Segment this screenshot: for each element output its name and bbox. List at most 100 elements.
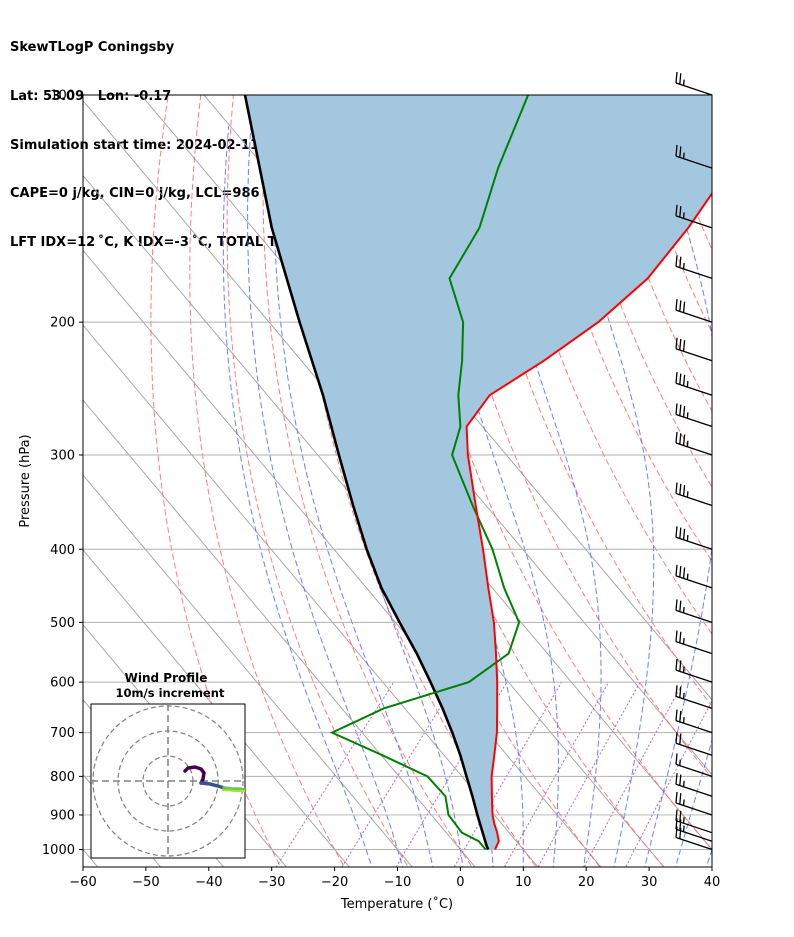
wind-barb: [675, 564, 713, 589]
wind-barbs: [675, 71, 713, 851]
barb-flag: [682, 374, 686, 386]
x-axis: −60 −50 −40 −30 −20 −10 0 10 20 30 40: [69, 867, 720, 890]
barb-staff: [675, 802, 713, 816]
hodograph-lower: [222, 786, 245, 792]
barb-flag: [675, 809, 678, 821]
wind-barb: [675, 526, 713, 550]
hodograph-mid: [199, 781, 226, 790]
inset-subtitle: 10m/s increment: [116, 686, 225, 700]
barb-staff: [675, 348, 713, 362]
barb-staff: [675, 265, 713, 279]
cape-cin-area: [245, 95, 712, 850]
barb-staff: [675, 609, 713, 623]
dry-adiabat: [262, 95, 473, 867]
barb-flag: [675, 482, 678, 494]
y-tick-label: 1000: [42, 843, 75, 858]
barb-flag: [679, 793, 682, 805]
barb-half: [686, 534, 689, 542]
barb-flag: [675, 685, 678, 697]
barb-flag: [679, 404, 682, 416]
y-tick-label: 500: [50, 616, 75, 631]
hodograph-upper: [183, 765, 206, 785]
hodograph-surface: [221, 789, 245, 792]
barb-flag: [679, 146, 682, 158]
barb-staff: [675, 783, 713, 797]
barb-flag: [679, 686, 682, 698]
wind-barb: [675, 685, 713, 709]
wind-barb: [675, 337, 713, 362]
dry-adiabat: [226, 95, 409, 867]
barb-flag: [682, 340, 686, 352]
wind-barb: [675, 482, 713, 507]
barb-flag: [679, 527, 682, 539]
barb-half: [682, 638, 685, 645]
barb-flag: [679, 660, 682, 672]
barb-flag: [679, 827, 682, 839]
location-line: Lat: 53.09 Lon: -0.17: [10, 89, 172, 105]
barb-flag: [675, 299, 678, 311]
barb-flag: [675, 773, 678, 785]
barb-half: [682, 692, 685, 699]
wind-barb: [675, 732, 713, 756]
barb-flag: [675, 403, 678, 415]
barb-half: [686, 573, 689, 580]
barb-staff: [675, 413, 713, 428]
barb-flag: [675, 709, 678, 721]
x-tick-label: −10: [384, 875, 411, 890]
wind-barb: [675, 255, 713, 279]
barb-flag: [675, 630, 678, 642]
y-tick-label: 600: [50, 676, 75, 691]
moist-adiabat: [222, 126, 373, 867]
y-tick-label: 800: [50, 770, 75, 785]
wind-barb: [675, 145, 713, 169]
moist-adiabat: [644, 126, 712, 867]
dry-adiabat: [755, 95, 794, 881]
moist-adiabat: [302, 126, 464, 867]
barb-half: [682, 799, 685, 806]
barb-flag: [675, 204, 678, 216]
y-axis: 1000 900 800 700 600 500 400 300 200 100: [42, 89, 83, 858]
x-tick-label: 40: [704, 875, 721, 890]
barb-half: [686, 440, 689, 447]
barb-flag: [675, 659, 678, 671]
barb-flag: [679, 566, 682, 578]
barb-half: [682, 780, 685, 787]
barb-flag: [679, 483, 682, 495]
chart-title: SkewTLogP Coningsby: [10, 40, 175, 56]
barb-staff: [675, 82, 713, 96]
wind-barb: [675, 630, 713, 655]
barb-flag: [675, 791, 678, 804]
barb-flag: [675, 753, 678, 765]
isotherm: [83, 474, 413, 867]
moist-adiabat: [247, 126, 404, 867]
x-tick-label: −40: [195, 875, 222, 890]
moist-adiabat: [705, 847, 712, 867]
y-tick-label: 400: [50, 543, 75, 558]
wind-barb: [675, 809, 713, 834]
wind-profile-inset: Wind Profile 10m/s increment: [90, 671, 246, 859]
isotherm: [83, 399, 476, 867]
barb-flag: [675, 526, 678, 538]
barb-flag: [675, 372, 678, 384]
moist-adiabat: [556, 126, 655, 867]
wind-barb: [675, 403, 713, 428]
barb-flag: [679, 600, 682, 612]
barb-flag: [679, 433, 682, 445]
x-axis-label: Temperature (˚C): [340, 896, 453, 912]
barb-flag: [679, 206, 682, 218]
barb-flag: [675, 145, 678, 157]
barb-half: [682, 79, 685, 86]
dry-adiabat: [150, 95, 282, 867]
barb-flag: [675, 71, 678, 84]
barb-staff: [675, 215, 713, 229]
cin-fill: [245, 95, 712, 850]
wind-barb: [675, 709, 713, 734]
mixing-ratio-line: [625, 699, 712, 867]
barb-flag: [682, 528, 686, 540]
barb-flag: [679, 810, 682, 823]
dry-adiabat: [787, 95, 794, 881]
wind-barb: [675, 204, 713, 229]
barb-staff: [675, 382, 713, 396]
dry-adiabat: [189, 95, 345, 867]
